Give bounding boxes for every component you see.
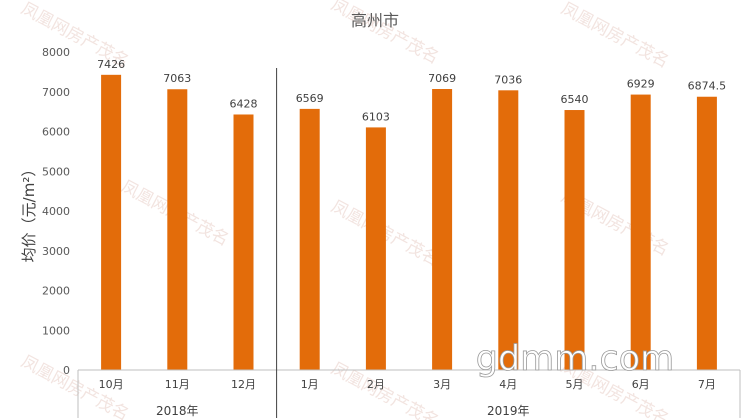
- data-label: 7036: [494, 73, 522, 86]
- bar: [564, 110, 585, 370]
- data-label: 6540: [561, 93, 589, 106]
- bar: [101, 74, 122, 370]
- chart-title: 高州市: [351, 11, 399, 30]
- x-tick-label: 6月: [632, 378, 650, 391]
- data-label: 6929: [627, 78, 655, 91]
- data-label: 7426: [97, 58, 125, 71]
- bars-group: 7426 7063 6428 6569 6103 7069 7036 6540 6929 6874…: [97, 58, 727, 371]
- x-axis-group-labels: 2018年 2019年: [156, 404, 530, 418]
- bar: [696, 96, 717, 371]
- y-axis-label: 均价（元/m²）: [20, 162, 38, 263]
- x-tick-label: 2月: [367, 378, 385, 391]
- y-axis-ticks: 0 1000 2000 3000 4000 5000 6000 7000 8000: [42, 46, 70, 377]
- x-tick-label: 1月: [301, 378, 319, 391]
- y-tick-label: 5000: [42, 165, 70, 178]
- x-group-label: 2018年: [156, 404, 199, 418]
- x-tick-label: 10月: [99, 378, 124, 391]
- bar: [630, 94, 651, 370]
- y-tick-label: 2000: [42, 285, 70, 298]
- axis-lines: [77, 68, 741, 418]
- data-label: 6428: [230, 97, 258, 110]
- y-tick-label: 1000: [42, 324, 70, 337]
- bar: [233, 114, 254, 370]
- x-tick-label: 11月: [165, 378, 190, 391]
- watermark-text: 凤凰网房产茂名: [558, 0, 672, 72]
- data-label: 7063: [163, 72, 191, 85]
- data-label: 6874.5: [688, 80, 727, 93]
- x-tick-label: 4月: [499, 378, 517, 391]
- bar: [498, 90, 519, 370]
- x-tick-label: 12月: [231, 378, 256, 391]
- data-label: 6569: [296, 92, 324, 105]
- data-label: 7069: [428, 72, 456, 85]
- bar: [167, 89, 188, 370]
- x-group-label: 2019年: [487, 404, 530, 418]
- bar: [432, 89, 453, 370]
- x-tick-label: 3月: [433, 378, 451, 391]
- y-tick-label: 7000: [42, 86, 70, 99]
- bar: [299, 108, 320, 370]
- y-tick-label: 8000: [42, 46, 70, 59]
- x-tick-label: 7月: [698, 378, 716, 391]
- y-tick-label: 0: [63, 364, 70, 377]
- data-label: 6103: [362, 110, 390, 123]
- x-tick-label: 5月: [566, 378, 584, 391]
- bar: [365, 127, 386, 370]
- x-axis-ticks: 10月 11月 12月 1月 2月 3月 4月 5月 6月 7月: [99, 378, 716, 391]
- watermark-logo: gdmm.com: [476, 339, 675, 379]
- y-tick-label: 6000: [42, 126, 70, 139]
- y-tick-label: 4000: [42, 205, 70, 218]
- y-tick-label: 3000: [42, 245, 70, 258]
